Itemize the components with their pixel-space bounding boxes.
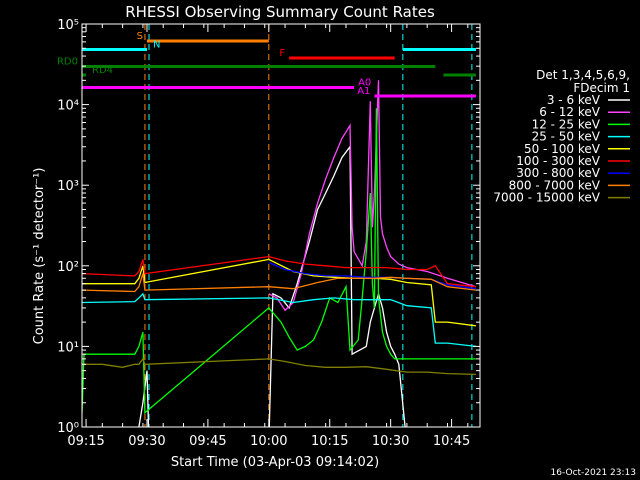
flag-label-F: F xyxy=(279,48,285,59)
y-tick-label-1: 10¹ xyxy=(57,340,79,355)
legend-label-0: 3 - 6 keV xyxy=(547,93,601,107)
flag-label-A0: A0 xyxy=(358,78,371,89)
legend-label-3: 25 - 50 keV xyxy=(532,130,601,144)
flag-label-RD0: RD0 xyxy=(57,57,78,68)
x-tick-label-3: 10:00 xyxy=(250,434,287,449)
plot-frame xyxy=(81,23,481,428)
flag-label-N: N xyxy=(153,40,160,51)
legend-label-6: 300 - 800 keV xyxy=(516,166,600,180)
chart-title: RHESSI Observing Summary Count Rates xyxy=(125,3,435,21)
y-tick-label-0: 10⁰ xyxy=(57,421,79,436)
series-line-3 xyxy=(82,292,476,348)
x-tick-label-1: 09:30 xyxy=(128,434,165,449)
x-tick-label-5: 10:30 xyxy=(372,434,409,449)
series-line-4 xyxy=(82,258,476,327)
series-line-5 xyxy=(82,255,476,288)
series-line-8 xyxy=(82,357,476,376)
flag-label-A1: A1 xyxy=(357,86,370,97)
x-tick-label-4: 10:15 xyxy=(311,434,348,449)
y-axis-label: Count Rate (s⁻¹ detector⁻¹) xyxy=(32,168,47,345)
y-tick-label-5: 10⁵ xyxy=(57,18,79,33)
legend-label-7: 800 - 7000 keV xyxy=(509,178,601,192)
legend-header-line2: FDecim 1 xyxy=(573,81,630,95)
legend-label-8: 7000 - 15000 keV xyxy=(493,191,600,205)
flag-label-S: S xyxy=(137,31,143,42)
series-line-2 xyxy=(82,108,476,415)
x-tick-label-0: 09:15 xyxy=(67,434,104,449)
legend-header-line1: Det 1,3,4,5,6,9, xyxy=(536,68,630,82)
x-tick-label-2: 09:45 xyxy=(189,434,226,449)
generation-timestamp: 16-Oct-2021 23:13 xyxy=(551,468,636,478)
x-axis-label: Start Time (03-Apr-03 09:14:02) xyxy=(171,455,379,470)
legend-label-4: 50 - 100 keV xyxy=(524,142,601,156)
series-line-7 xyxy=(82,273,476,293)
y-axis-ticks: 10⁰ 10¹ 10² 10³ 10⁴ 10⁵ xyxy=(57,18,480,436)
series-line-0 xyxy=(138,144,406,427)
legend-label-5: 100 - 300 keV xyxy=(516,154,600,168)
legend-label-1: 6 - 12 keV xyxy=(539,105,601,119)
plot-area xyxy=(82,24,477,427)
series-line-1 xyxy=(268,80,477,312)
x-tick-label-6: 10:45 xyxy=(433,434,470,449)
flag-label-RD4: RD4 xyxy=(92,65,113,76)
y-tick-label-2: 10² xyxy=(57,260,79,275)
y-tick-label-3: 10³ xyxy=(57,179,79,194)
y-tick-label-4: 10⁴ xyxy=(57,99,79,114)
legend-label-2: 12 - 25 keV xyxy=(532,117,601,131)
x-axis-ticks: 09:15 09:30 09:45 10:00 10:15 10:30 10:45 xyxy=(67,24,470,449)
